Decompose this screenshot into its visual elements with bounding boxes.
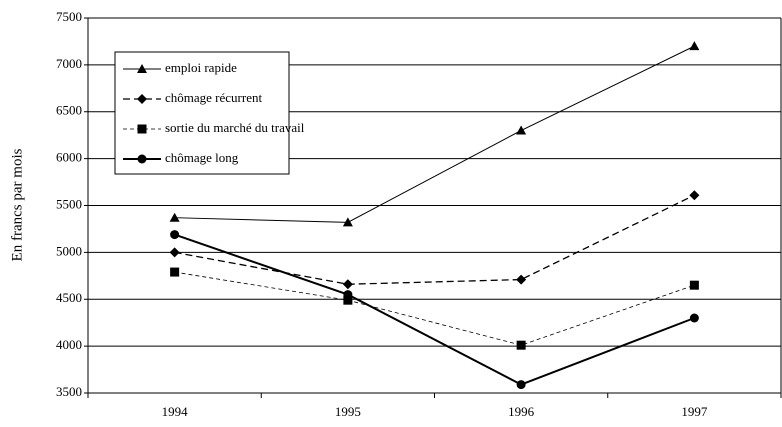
series-line: [174, 271, 695, 346]
x-tick-label: 1994: [162, 404, 189, 419]
marker: [689, 280, 699, 290]
marker: [169, 212, 180, 222]
marker: [137, 94, 147, 104]
marker: [137, 64, 147, 73]
y-tick-label: 7000: [56, 56, 82, 71]
series-line: [174, 45, 695, 223]
y-tick-label: 5000: [56, 243, 82, 258]
y-tick-label: 7500: [56, 9, 82, 24]
y-tick-label: 6500: [56, 103, 82, 118]
marker: [343, 295, 353, 305]
x-tick-label: 1995: [335, 404, 361, 419]
marker: [516, 274, 527, 285]
y-tick-label: 5500: [56, 196, 82, 211]
y-tick-label: 3500: [56, 384, 82, 399]
marker: [516, 340, 526, 350]
marker: [343, 290, 353, 300]
marker: [170, 230, 180, 240]
marker: [516, 125, 527, 135]
y-tick-label: 4000: [56, 337, 82, 352]
marker: [516, 380, 526, 390]
y-axis-label: En francs par mois: [9, 148, 25, 261]
marker: [689, 190, 700, 201]
marker: [342, 217, 353, 227]
marker: [342, 279, 353, 290]
legend-label: sortie du marché du travail: [165, 120, 305, 135]
marker: [137, 154, 147, 164]
marker: [689, 313, 699, 323]
x-tick-label: 1996: [508, 404, 535, 419]
y-tick-label: 6000: [56, 150, 82, 165]
marker: [689, 41, 700, 51]
legend-label: chômage long: [165, 150, 239, 165]
marker: [137, 124, 147, 134]
y-tick-label: 4500: [56, 290, 82, 305]
marker: [170, 267, 180, 277]
legend-label: emploi rapide: [165, 60, 237, 75]
marker: [169, 247, 180, 258]
legend-label: chômage récurrent: [165, 90, 262, 105]
series-line: [174, 194, 695, 285]
series-line: [174, 233, 695, 386]
x-tick-label: 1997: [681, 404, 708, 419]
